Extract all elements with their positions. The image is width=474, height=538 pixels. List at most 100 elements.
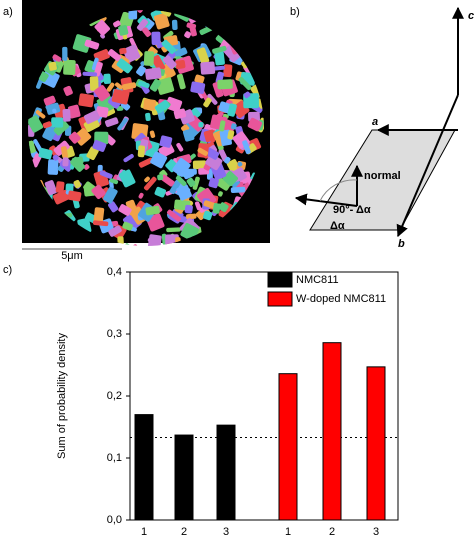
grain [143, 176, 157, 191]
grain [92, 139, 107, 152]
grain [38, 147, 53, 160]
grain [137, 145, 146, 158]
bar [134, 414, 154, 521]
grain [63, 85, 73, 96]
grain [129, 244, 143, 246]
grain [119, 169, 136, 188]
bar [366, 366, 386, 521]
grain [86, 146, 99, 161]
grain [184, 31, 192, 39]
grain [242, 140, 251, 155]
grain [52, 54, 62, 62]
grain [217, 191, 223, 197]
grain [161, 39, 176, 54]
angle-label: Δα [330, 220, 345, 232]
y-tick-label: 0,4 [107, 266, 122, 278]
panel-label: c) [3, 264, 12, 276]
grain [237, 161, 243, 167]
grain [203, 97, 212, 108]
bar [174, 434, 194, 521]
grain [144, 176, 150, 183]
grain [175, 175, 187, 187]
grain [94, 85, 110, 102]
grain [119, 47, 127, 55]
grain [214, 49, 225, 66]
grain [128, 10, 138, 20]
grain [186, 177, 196, 187]
scale-label: 5μm [61, 250, 83, 262]
grain [118, 204, 132, 216]
grain [55, 181, 65, 194]
grain [35, 110, 46, 119]
grain [190, 81, 206, 94]
grain [67, 190, 82, 202]
grain [83, 164, 90, 170]
grain [47, 159, 59, 175]
axis-label: c [468, 10, 474, 22]
grain [124, 243, 132, 246]
grain [167, 209, 181, 222]
grain [95, 106, 109, 118]
grain [108, 225, 122, 237]
y-tick-label: 0,2 [107, 390, 122, 402]
grain [73, 179, 82, 189]
grain [150, 151, 168, 169]
grain [193, 241, 211, 246]
grain [48, 61, 57, 71]
grain [123, 154, 134, 163]
grain [83, 110, 100, 124]
grain [72, 34, 92, 53]
grain [196, 47, 210, 64]
legend-label: NMC811 [296, 274, 339, 286]
grain [103, 186, 118, 204]
grain [143, 98, 157, 111]
panel-label: b) [290, 6, 300, 18]
grain [213, 65, 225, 71]
grain [52, 154, 59, 161]
grain [91, 184, 106, 200]
grain [122, 44, 141, 63]
grain [42, 121, 52, 129]
grain [107, 49, 121, 61]
grain [203, 129, 216, 143]
legend-swatch [267, 291, 293, 307]
grain [218, 202, 229, 213]
grain [165, 96, 183, 113]
bar [216, 424, 236, 521]
grain [52, 108, 57, 114]
grain [70, 156, 86, 172]
grain [63, 59, 76, 76]
grain [89, 76, 99, 91]
grain [171, 19, 178, 31]
bar [322, 342, 342, 521]
grain [53, 120, 70, 136]
panel-label: a) [3, 6, 13, 18]
grain [106, 82, 115, 92]
grain [143, 51, 155, 66]
grain [222, 171, 238, 187]
grain [91, 57, 99, 71]
grain [243, 91, 251, 99]
grain [149, 130, 156, 138]
grain [176, 73, 186, 90]
grain [89, 245, 102, 246]
grain [42, 124, 57, 142]
grain [114, 82, 123, 90]
grain [176, 142, 184, 152]
y-tick-label: 0,1 [107, 452, 122, 464]
grain [151, 54, 166, 72]
grain [212, 81, 224, 98]
plot-frame [129, 271, 399, 521]
vector-arrow [294, 193, 358, 207]
grain [208, 177, 219, 189]
grain [99, 170, 113, 179]
bar [278, 373, 298, 521]
grain [223, 64, 233, 78]
grain [184, 204, 193, 214]
grain [207, 93, 218, 105]
grain [84, 39, 100, 50]
y-axis-label: Sum of probability density [56, 333, 68, 459]
grain [28, 115, 44, 133]
axis-label: b [398, 238, 405, 250]
